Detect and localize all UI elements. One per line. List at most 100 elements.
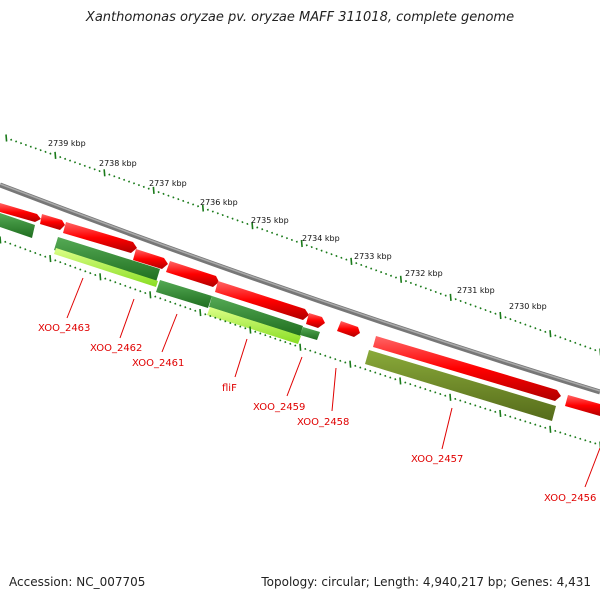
minor-tick [254, 330, 257, 333]
gene-feature[interactable] [0, 213, 35, 238]
leader-line [331, 367, 337, 412]
minor-tick [489, 310, 492, 313]
minor-tick [559, 431, 562, 434]
kbp-labels: 2739 kbp 2738 kbp 2737 kbp 2736 kbp 2735… [48, 139, 547, 311]
minor-tick [519, 418, 522, 421]
minor-tick [279, 339, 282, 342]
minor-tick [84, 270, 87, 273]
minor-tick [142, 185, 145, 188]
major-tick [399, 377, 402, 385]
minor-tick [524, 420, 527, 423]
minor-tick [234, 323, 237, 326]
minor-tick [589, 347, 592, 350]
minor-tick [394, 276, 398, 279]
minor-tick [305, 244, 308, 247]
gene-feature[interactable] [54, 248, 158, 287]
gene-label[interactable]: XOO_2462 [90, 343, 142, 354]
minor-tick [147, 187, 150, 190]
minor-tick [24, 248, 27, 251]
minor-tick [574, 436, 577, 439]
minor-tick [335, 254, 338, 258]
gene-feature[interactable] [207, 307, 301, 344]
minor-tick [64, 157, 67, 160]
minor-tick [15, 140, 18, 143]
gene-feature[interactable] [156, 280, 212, 308]
gene-feature[interactable] [306, 313, 325, 328]
minor-tick [329, 356, 332, 359]
gene-feature[interactable] [40, 214, 65, 230]
kbp-label: 2731 kbp [457, 286, 495, 295]
gene-feature[interactable] [133, 249, 168, 269]
minor-tick [89, 272, 92, 275]
gene-feature[interactable] [63, 222, 137, 253]
minor-tick [424, 388, 427, 391]
major-tick [54, 151, 57, 159]
minor-tick [289, 342, 292, 345]
gene-label[interactable]: XOO_2457 [411, 454, 463, 465]
minor-tick [345, 258, 348, 261]
gene-label[interactable]: fliF [222, 383, 237, 394]
minor-tick [69, 264, 72, 267]
gene-feature[interactable] [337, 321, 360, 337]
gene-label[interactable]: XOO_2463 [38, 323, 90, 334]
minor-tick [294, 344, 297, 347]
kbp-label: 2738 kbp [99, 159, 137, 168]
minor-tick [285, 237, 289, 240]
minor-tick [579, 437, 582, 440]
minor-tick [4, 240, 7, 243]
minor-tick [172, 196, 175, 199]
major-tick [350, 257, 353, 265]
minor-tick [479, 307, 482, 310]
minor-tick [584, 345, 587, 348]
minor-tick [559, 336, 562, 339]
major-tick [49, 254, 52, 263]
minor-tick [374, 371, 377, 374]
minor-tick [380, 271, 383, 274]
leader-line [286, 356, 303, 397]
gene-label[interactable]: XOO_2459 [253, 402, 305, 413]
gene-label[interactable]: XOO_2456 [544, 493, 596, 504]
minor-tick [479, 405, 482, 409]
gene-feature[interactable] [209, 296, 303, 336]
minor-tick [424, 287, 427, 290]
minor-tick [108, 173, 111, 176]
major-tick [199, 308, 202, 317]
gene-feature[interactable] [0, 203, 41, 222]
gene-feature[interactable] [373, 336, 561, 401]
major-tick [449, 293, 452, 301]
minor-tick [334, 358, 337, 361]
minor-tick [274, 337, 277, 340]
major-tick [249, 326, 252, 334]
kbp-label: 2739 kbp [48, 139, 86, 148]
minor-tick [167, 194, 170, 197]
gene-feature[interactable] [54, 237, 160, 282]
minor-tick [325, 251, 328, 254]
gene-label[interactable]: XOO_2461 [132, 358, 184, 369]
minor-tick [504, 316, 507, 319]
minor-tick [184, 306, 187, 309]
forward-strand-genes [0, 203, 600, 416]
minor-tick [239, 325, 242, 328]
minor-tick [310, 245, 313, 249]
major-tick [449, 393, 452, 401]
major-tick [149, 291, 152, 299]
minor-tick [69, 159, 72, 162]
minor-tick [211, 210, 214, 213]
minor-tick [544, 330, 547, 333]
minor-tick [529, 325, 532, 328]
gene-feature[interactable] [565, 395, 600, 416]
gene-feature[interactable] [300, 327, 320, 340]
minor-tick [330, 253, 333, 256]
kbp-label: 2735 kbp [251, 216, 289, 225]
minor-tick [365, 265, 368, 268]
minor-tick [385, 272, 388, 276]
minor-tick [594, 442, 597, 445]
gene-feature[interactable] [215, 281, 309, 320]
minor-tick [519, 321, 522, 324]
gene-feature[interactable] [365, 350, 556, 421]
gene-feature[interactable] [166, 261, 219, 287]
minor-tick [157, 191, 160, 194]
kbp-label: 2730 kbp [509, 302, 547, 311]
gene-label[interactable]: XOO_2458 [297, 417, 349, 428]
genome-summary: Topology: circular; Length: 4,940,217 bp… [261, 575, 591, 589]
